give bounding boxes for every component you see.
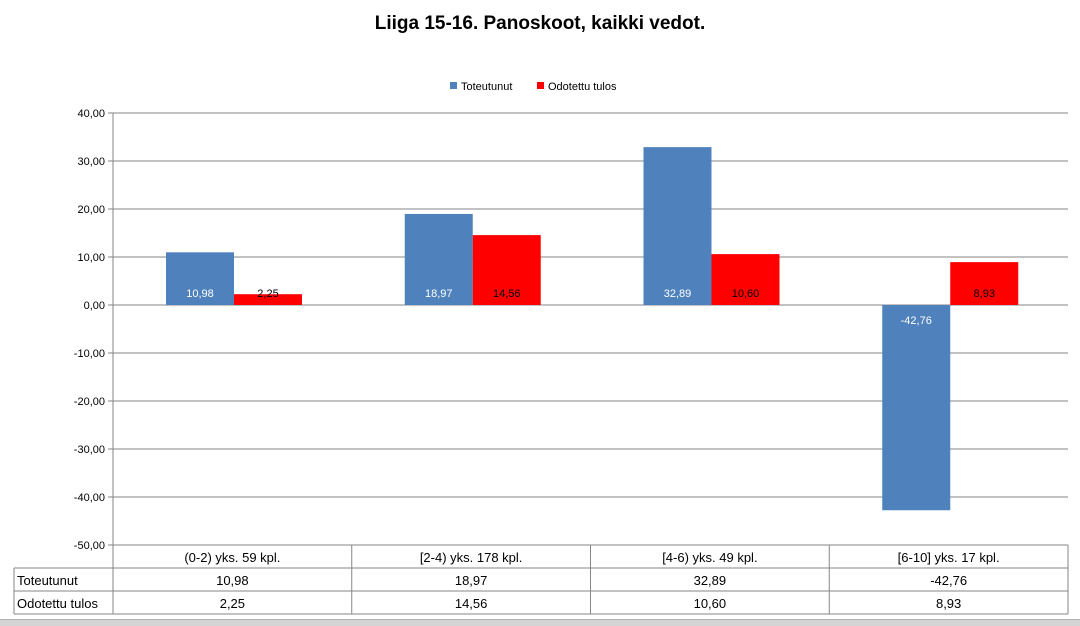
bar-odotettu — [711, 254, 780, 305]
data-label: 32,89 — [664, 288, 692, 300]
y-tick-label: -20,00 — [74, 396, 105, 408]
legend-swatch-0 — [450, 82, 457, 89]
y-tick-label: -10,00 — [74, 348, 105, 360]
y-tick-label: 40,00 — [77, 108, 105, 120]
y-tick-label: -30,00 — [74, 444, 105, 456]
table-cell: 14,56 — [455, 596, 488, 611]
bar-toteutunut — [643, 147, 712, 305]
table-cell: 18,97 — [455, 573, 488, 588]
legend-label-1: Odotettu tulos — [548, 81, 617, 93]
chart-title: Liiga 15-16. Panoskoot, kaikki vedot. — [375, 13, 706, 34]
bar-odotettu — [950, 262, 1019, 305]
bar-odotettu — [234, 294, 302, 305]
category-label: (0-2) yks. 59 kpl. — [184, 550, 280, 565]
y-tick-label: 10,00 — [77, 252, 105, 264]
data-label: 10,98 — [186, 288, 214, 300]
y-tick-label: -40,00 — [74, 492, 105, 504]
y-tick-label: 0,00 — [84, 300, 105, 312]
data-label: 8,93 — [974, 288, 995, 300]
table-cell: 10,60 — [694, 596, 727, 611]
table-cell: -42,76 — [930, 573, 967, 588]
data-label: -42,76 — [901, 315, 932, 327]
table-cell: 8,93 — [936, 596, 961, 611]
table-cell: 2,25 — [220, 596, 245, 611]
table-row-label: Toteutunut — [17, 573, 78, 588]
category-label: [6-10] yks. 17 kpl. — [898, 550, 1000, 565]
legend-label-0: Toteutunut — [461, 81, 512, 93]
table-cell: 10,98 — [216, 573, 249, 588]
data-label: 14,56 — [493, 288, 521, 300]
bottom-scrollbar — [0, 619, 1080, 626]
category-label: [2-4) yks. 178 kpl. — [420, 550, 523, 565]
data-label: 18,97 — [425, 288, 453, 300]
bar-toteutunut — [882, 305, 951, 511]
y-tick-label: -50,00 — [74, 540, 105, 552]
bar-odotettu — [472, 235, 541, 305]
y-tick-label: 30,00 — [77, 156, 105, 168]
legend-swatch-1 — [537, 82, 544, 89]
data-label: 10,60 — [732, 288, 760, 300]
table-cell: 32,89 — [694, 573, 727, 588]
data-label: 2,25 — [257, 288, 278, 300]
y-tick-label: 20,00 — [77, 204, 105, 216]
table-row-label: Odotettu tulos — [17, 596, 98, 611]
bar-toteutunut — [166, 252, 234, 305]
category-label: [4-6) yks. 49 kpl. — [662, 550, 757, 565]
bar-toteutunut — [404, 213, 473, 305]
